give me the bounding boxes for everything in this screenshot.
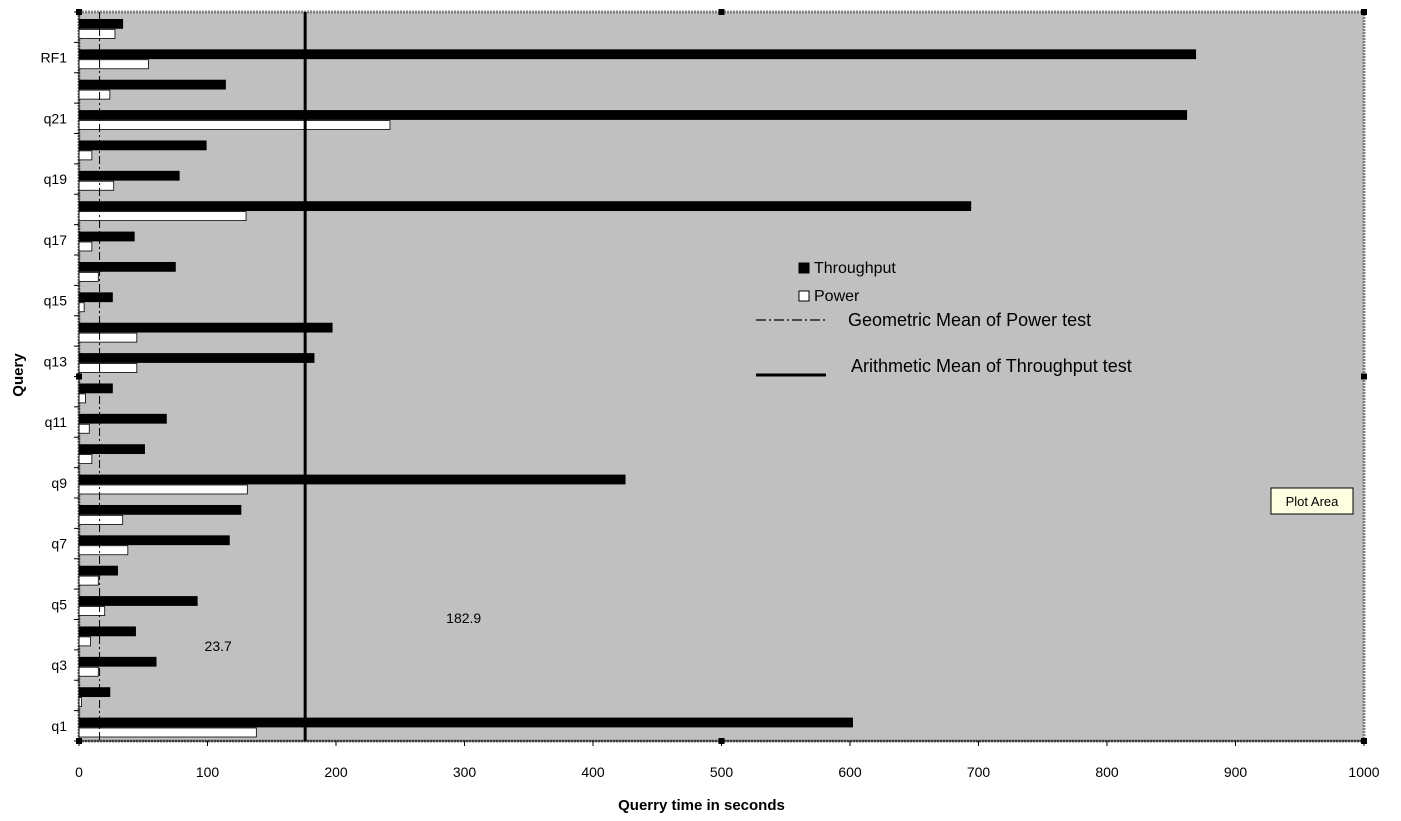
y-tick-label: q19 bbox=[44, 171, 68, 187]
legend-power-swatch bbox=[798, 290, 810, 302]
x-axis-title: Querry time in seconds bbox=[618, 797, 785, 814]
plot-area[interactable] bbox=[77, 10, 1366, 743]
throughput-bar[interactable] bbox=[78, 110, 1188, 120]
legend-power-label: Power bbox=[814, 288, 860, 305]
throughput-bar[interactable] bbox=[78, 140, 207, 151]
power-bar[interactable] bbox=[78, 606, 106, 616]
x-tick-label: 600 bbox=[838, 764, 862, 780]
geometric-mean-value-label: 23.7 bbox=[205, 638, 232, 654]
y-tick-label: q21 bbox=[44, 110, 68, 126]
power-bar[interactable] bbox=[78, 28, 116, 39]
power-bar[interactable] bbox=[78, 545, 129, 556]
legend-arithmetic-mean-label: Arithmetic Mean of Throughput test bbox=[851, 356, 1132, 376]
power-bar[interactable] bbox=[78, 454, 93, 465]
x-tick-label: 100 bbox=[196, 764, 220, 780]
power-bar[interactable] bbox=[78, 241, 93, 252]
power-bar[interactable] bbox=[78, 120, 391, 130]
power-bar[interactable] bbox=[78, 636, 91, 647]
throughput-bar[interactable] bbox=[78, 596, 198, 606]
legend-throughput-label: Throughput bbox=[814, 260, 896, 277]
x-tick-label: 1000 bbox=[1348, 764, 1379, 780]
throughput-bar[interactable] bbox=[78, 383, 113, 394]
throughput-bar[interactable] bbox=[78, 413, 167, 424]
throughput-bar[interactable] bbox=[78, 79, 226, 90]
throughput-bar[interactable] bbox=[78, 353, 315, 363]
throughput-bar[interactable] bbox=[78, 49, 1197, 60]
selection-handle[interactable] bbox=[1361, 373, 1367, 380]
power-bar[interactable] bbox=[78, 211, 247, 222]
power-bar[interactable] bbox=[78, 575, 99, 586]
throughput-bar[interactable] bbox=[78, 18, 124, 29]
y-tick-label: q11 bbox=[45, 414, 68, 430]
throughput-bar[interactable] bbox=[78, 261, 176, 272]
y-tick-label: q15 bbox=[44, 293, 68, 309]
throughput-bar[interactable] bbox=[78, 444, 145, 455]
power-bar[interactable] bbox=[78, 423, 90, 434]
y-tick-label: q1 bbox=[51, 718, 67, 734]
y-tick-label: q9 bbox=[51, 475, 67, 491]
y-tick-label: RF1 bbox=[41, 50, 68, 66]
power-bar[interactable] bbox=[78, 393, 86, 404]
power-bar[interactable] bbox=[78, 180, 115, 191]
x-tick-label: 200 bbox=[324, 764, 348, 780]
x-tick-label: 500 bbox=[710, 764, 734, 780]
power-bar[interactable] bbox=[78, 150, 93, 161]
power-bar[interactable] bbox=[78, 332, 138, 343]
throughput-bar[interactable] bbox=[78, 322, 333, 333]
y-axis-title: Query bbox=[10, 353, 27, 397]
power-bar[interactable] bbox=[78, 302, 85, 313]
power-bar[interactable] bbox=[78, 484, 248, 495]
y-tick-label: q17 bbox=[44, 232, 68, 248]
legend-geometric-mean-label: Geometric Mean of Power test bbox=[848, 310, 1091, 330]
power-bar[interactable] bbox=[78, 59, 149, 70]
x-tick-label: 800 bbox=[1095, 764, 1119, 780]
throughput-bar[interactable] bbox=[78, 687, 111, 698]
x-tick-label: 900 bbox=[1224, 764, 1248, 780]
power-bar[interactable] bbox=[78, 271, 99, 282]
power-bar[interactable] bbox=[78, 514, 124, 525]
throughput-bar[interactable] bbox=[78, 717, 853, 728]
x-tick-label: 300 bbox=[453, 764, 477, 780]
power-bar[interactable] bbox=[78, 89, 111, 100]
x-tick-label: 700 bbox=[967, 764, 991, 780]
throughput-bar[interactable] bbox=[78, 535, 230, 546]
throughput-bar[interactable] bbox=[78, 201, 972, 212]
power-bar[interactable] bbox=[78, 666, 99, 677]
y-tick-label: q5 bbox=[51, 596, 67, 612]
throughput-bar[interactable] bbox=[78, 170, 180, 181]
throughput-bar[interactable] bbox=[78, 504, 242, 515]
plot-area-tooltip-text: Plot Area bbox=[1286, 494, 1340, 509]
legend-throughput-swatch bbox=[798, 262, 810, 274]
y-tick-label: q7 bbox=[51, 536, 67, 552]
throughput-bar[interactable] bbox=[78, 565, 118, 576]
y-tick-label: q3 bbox=[51, 657, 67, 673]
throughput-bar[interactable] bbox=[78, 656, 157, 667]
selection-handle[interactable] bbox=[718, 9, 725, 15]
plot-area-tooltip bbox=[1270, 487, 1354, 515]
throughput-bar[interactable] bbox=[78, 292, 113, 303]
throughput-bar[interactable] bbox=[78, 231, 135, 242]
y-tick-label: q13 bbox=[44, 353, 68, 369]
power-bar[interactable] bbox=[78, 363, 138, 373]
power-bar[interactable] bbox=[78, 727, 257, 738]
throughput-bar[interactable] bbox=[78, 626, 136, 637]
x-tick-label: 400 bbox=[581, 764, 605, 780]
x-tick-label: 0 bbox=[75, 764, 83, 780]
throughput-bar[interactable] bbox=[78, 474, 626, 485]
selection-handle[interactable] bbox=[1361, 9, 1367, 15]
arithmetic-mean-value-label: 182.9 bbox=[446, 610, 481, 626]
